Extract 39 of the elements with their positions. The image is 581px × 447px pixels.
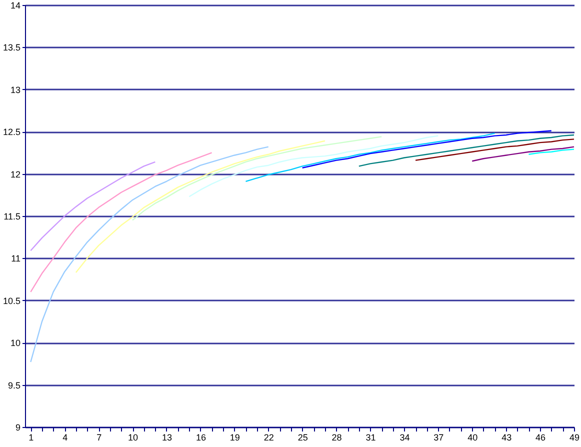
x-tick-label: 4 [62, 432, 68, 442]
x-tick-label: 7 [96, 432, 102, 442]
x-tick-label: 16 [196, 432, 206, 442]
x-tick-label: 13 [162, 432, 172, 442]
line-series [188, 135, 439, 198]
x-tick-label: 1 [28, 432, 34, 442]
x-tick-label: 10 [128, 432, 138, 442]
y-tick-label: 9.5 [8, 380, 20, 390]
x-tick-label: 34 [400, 432, 410, 442]
y-tick-label: 13 [10, 84, 20, 95]
line-series [472, 146, 575, 162]
line-series [75, 140, 326, 274]
x-tick-label: 40 [468, 432, 478, 442]
x-tick-label: 46 [536, 432, 546, 442]
x-tick-label: 25 [298, 432, 308, 442]
x-tick-label: 37 [434, 432, 444, 442]
y-tick-label: 12 [10, 169, 20, 180]
y-tick-label: 11.5 [4, 212, 20, 222]
y-tick-label: 11 [11, 254, 20, 264]
line-series [30, 146, 269, 363]
x-tick-label: 49 [569, 432, 580, 442]
x-tick-label: 28 [332, 432, 342, 442]
line-series [245, 132, 496, 182]
y-tick-label: 13.5 [2, 42, 20, 53]
y-tick-label: 10.5 [2, 296, 20, 306]
line-series [132, 136, 382, 221]
y-tick-label: 14 [10, 0, 20, 10]
y-tick-label: 12.5 [2, 127, 20, 138]
x-tick-label: 19 [230, 432, 240, 442]
x-tick-label: 22 [264, 432, 274, 442]
line-series [358, 134, 575, 167]
x-tick-label: 43 [502, 432, 512, 442]
line-series [414, 138, 575, 161]
y-tick-label: 9 [15, 422, 20, 432]
x-tick-label: 31 [366, 432, 376, 442]
line-series [302, 130, 552, 168]
line-series [30, 152, 212, 293]
y-tick-label: 10 [10, 338, 20, 348]
line-series [30, 161, 156, 252]
